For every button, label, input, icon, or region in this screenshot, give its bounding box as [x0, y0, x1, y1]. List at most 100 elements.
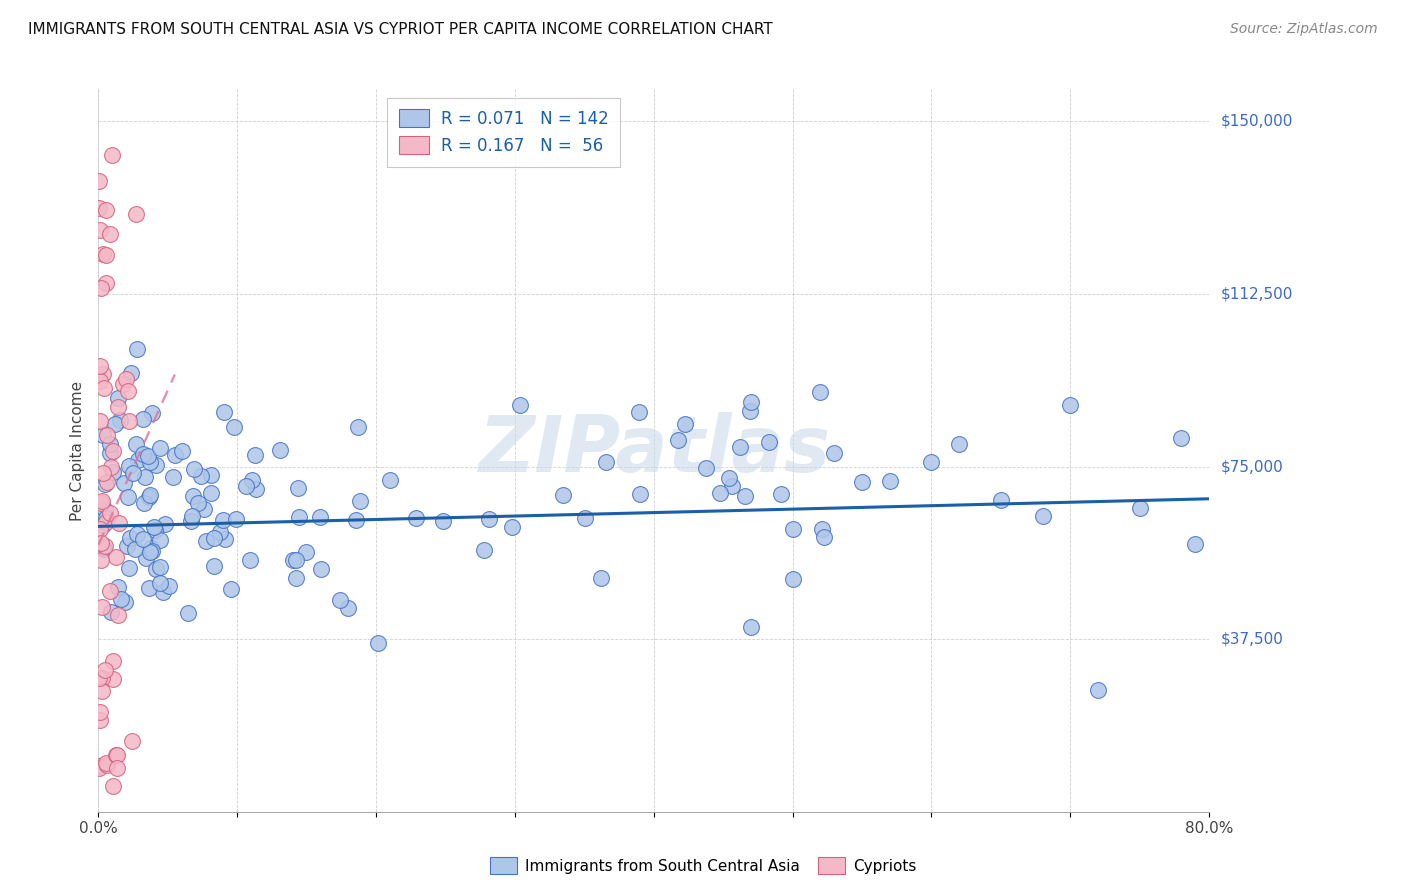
Point	[91, 428, 114, 442]
Point	[91, 493, 114, 508]
Point	[132, 411, 155, 425]
Point	[673, 417, 696, 431]
Point	[112, 377, 135, 392]
Point	[740, 404, 762, 418]
Point	[139, 488, 162, 502]
Point	[118, 531, 141, 545]
Point	[94, 503, 117, 517]
Point	[89, 359, 111, 373]
Point	[93, 381, 115, 395]
Point	[93, 476, 115, 491]
Point	[149, 441, 172, 455]
Point	[153, 517, 176, 532]
Point	[157, 579, 180, 593]
Point	[124, 542, 146, 557]
Point	[107, 580, 129, 594]
Point	[628, 486, 651, 500]
Point	[138, 455, 160, 469]
Point	[367, 636, 389, 650]
Legend: Immigrants from South Central Asia, Cypriots: Immigrants from South Central Asia, Cypr…	[484, 851, 922, 880]
Point	[107, 400, 129, 414]
Point	[149, 559, 172, 574]
Point	[139, 545, 162, 559]
Point	[190, 468, 212, 483]
Y-axis label: Per Capita Income: Per Capita Income	[70, 380, 86, 521]
Point	[1129, 501, 1152, 516]
Point	[98, 227, 121, 241]
Point	[181, 508, 204, 523]
Point	[94, 276, 117, 290]
Point	[132, 447, 155, 461]
Point	[149, 575, 172, 590]
Text: $75,000: $75,000	[1220, 459, 1284, 474]
Point	[172, 444, 194, 458]
Point	[346, 420, 368, 434]
Point	[141, 406, 163, 420]
Point	[501, 520, 523, 534]
Text: $112,500: $112,500	[1220, 286, 1292, 301]
Point	[595, 455, 617, 469]
Point	[740, 394, 762, 409]
Point	[721, 479, 744, 493]
Point	[91, 247, 114, 261]
Point	[329, 593, 352, 607]
Point	[239, 553, 262, 567]
Point	[709, 485, 731, 500]
Point	[478, 512, 501, 526]
Point	[695, 460, 717, 475]
Point	[98, 437, 121, 451]
Point	[245, 482, 267, 496]
Point	[1087, 683, 1109, 698]
Point	[93, 542, 115, 557]
Text: $37,500: $37,500	[1220, 632, 1284, 647]
Point	[90, 281, 112, 295]
Point	[91, 683, 114, 698]
Point	[810, 385, 832, 400]
Point	[740, 620, 762, 634]
Point	[1032, 509, 1054, 524]
Point	[142, 520, 165, 534]
Point	[344, 513, 367, 527]
Point	[209, 525, 232, 540]
Point	[202, 532, 225, 546]
Point	[145, 458, 167, 473]
Point	[990, 493, 1012, 508]
Point	[98, 583, 121, 598]
Point	[90, 671, 112, 685]
Point	[136, 449, 159, 463]
Point	[378, 473, 401, 487]
Point	[214, 533, 236, 547]
Point	[769, 487, 792, 501]
Point	[90, 536, 112, 550]
Point	[96, 758, 118, 772]
Text: ZIPatlas: ZIPatlas	[478, 412, 830, 489]
Point	[284, 571, 307, 585]
Point	[94, 540, 117, 554]
Point	[91, 600, 114, 615]
Point	[311, 562, 333, 576]
Point	[87, 671, 110, 685]
Point	[118, 414, 141, 428]
Point	[1170, 432, 1192, 446]
Point	[120, 366, 142, 380]
Point	[107, 607, 129, 622]
Point	[294, 545, 316, 559]
Point	[472, 542, 495, 557]
Point	[122, 467, 145, 481]
Point	[225, 511, 247, 525]
Point	[145, 562, 167, 576]
Point	[132, 532, 155, 546]
Point	[337, 600, 360, 615]
Point	[240, 473, 263, 487]
Point	[628, 404, 651, 418]
Point	[243, 448, 266, 462]
Text: IMMIGRANTS FROM SOUTH CENTRAL ASIA VS CYPRIOT PER CAPITA INCOME CORRELATION CHAR: IMMIGRANTS FROM SOUTH CENTRAL ASIA VS CY…	[28, 22, 773, 37]
Point	[87, 201, 110, 215]
Point	[115, 539, 138, 553]
Point	[91, 518, 114, 533]
Point	[87, 761, 110, 775]
Point	[758, 435, 780, 450]
Point	[89, 223, 111, 237]
Point	[138, 582, 160, 596]
Point	[118, 561, 141, 575]
